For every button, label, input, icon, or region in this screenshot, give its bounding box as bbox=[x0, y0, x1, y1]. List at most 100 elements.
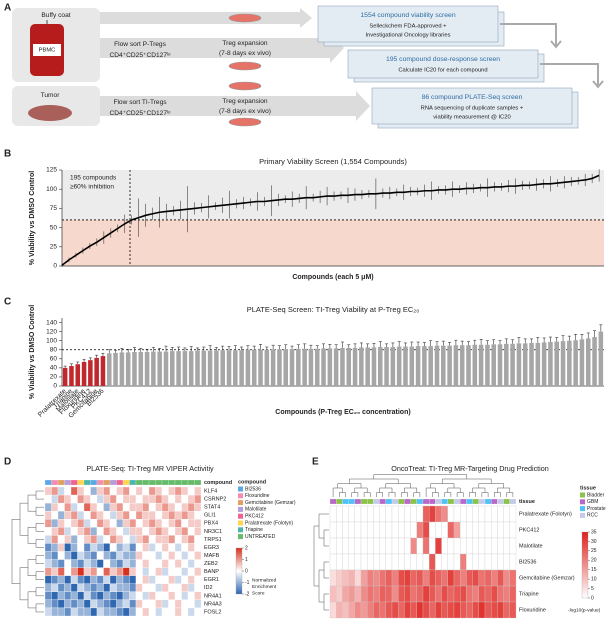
heatmap-cell bbox=[44, 583, 52, 592]
annotation-cell bbox=[416, 498, 424, 505]
heatmap-cell bbox=[181, 575, 189, 584]
bar bbox=[106, 353, 112, 386]
heatmap-cell bbox=[64, 543, 72, 552]
bar bbox=[277, 349, 282, 386]
row-label: EGR1 bbox=[204, 577, 219, 583]
heatmap-cell bbox=[391, 553, 399, 571]
heatmap-cell bbox=[96, 494, 104, 504]
heatmap-cell bbox=[466, 553, 473, 571]
heatmap-cell bbox=[64, 607, 72, 617]
heatmap-cell bbox=[77, 583, 85, 592]
heatmap-cell bbox=[129, 519, 137, 528]
heatmap-cell bbox=[503, 537, 510, 555]
step-text: CD4⁺CD25⁺CD127ˡᵒ bbox=[109, 52, 171, 59]
step-text: Treg expansion bbox=[222, 40, 268, 47]
dendrogram bbox=[35, 587, 44, 597]
heatmap-cell bbox=[447, 505, 455, 523]
plate bbox=[317, 5, 499, 43]
bar bbox=[157, 351, 162, 386]
dendrogram bbox=[27, 494, 36, 512]
legend-swatch bbox=[238, 513, 243, 519]
heatmap-cell bbox=[161, 559, 169, 568]
dendrogram bbox=[373, 474, 468, 479]
dendrogram bbox=[35, 603, 44, 613]
legend-swatch bbox=[238, 520, 243, 526]
annotation-cell bbox=[116, 479, 124, 486]
heatmap-cell bbox=[64, 575, 72, 584]
heatmap-cell bbox=[447, 601, 455, 619]
heatmap-cell bbox=[135, 567, 143, 576]
bar bbox=[516, 343, 522, 386]
annotation-cell bbox=[391, 498, 399, 505]
heatmap-cell bbox=[509, 553, 517, 571]
y-tick-label: 100 bbox=[46, 186, 57, 193]
heatmap-cell bbox=[478, 569, 486, 587]
bar bbox=[188, 351, 194, 386]
heatmap-cell bbox=[181, 519, 189, 528]
heatmap-cell bbox=[116, 535, 124, 544]
heatmap-cell bbox=[148, 583, 156, 592]
heatmap-cell bbox=[57, 551, 65, 560]
bar bbox=[327, 348, 333, 386]
heatmap-cell bbox=[379, 521, 386, 539]
heatmap-cell bbox=[181, 502, 189, 512]
heatmap-cell bbox=[174, 543, 182, 552]
heatmap-cell bbox=[441, 585, 448, 603]
dendrogram bbox=[456, 492, 464, 497]
heatmap-cell bbox=[342, 505, 349, 523]
heatmap-cell bbox=[373, 521, 380, 539]
chart-title: Primary Viability Screen (1,554 Compound… bbox=[259, 157, 407, 166]
heatmap-cell bbox=[187, 486, 195, 496]
heatmap-cell bbox=[398, 537, 405, 555]
heatmap-cell bbox=[51, 494, 59, 504]
legend-label: Gemcitabine (Gemzar) bbox=[245, 500, 296, 506]
bar bbox=[69, 366, 74, 386]
heatmap-cell bbox=[116, 519, 124, 528]
heatmap-cell bbox=[181, 567, 189, 576]
heatmap-cell bbox=[57, 511, 65, 520]
heatmap-cell bbox=[90, 575, 98, 584]
heatmap-cell bbox=[109, 511, 117, 520]
panel-a: A Buffy coat PBMC Tumor Flow sort P-Treg… bbox=[4, 3, 604, 129]
heatmap-cell bbox=[435, 521, 442, 539]
bar bbox=[88, 360, 93, 386]
annotation-cell bbox=[329, 498, 337, 505]
heatmap-cell bbox=[329, 553, 337, 571]
color-bar-label: Enrichment bbox=[252, 584, 277, 590]
heatmap-cell bbox=[64, 583, 72, 592]
dendrogram bbox=[35, 490, 44, 500]
heatmap-cell bbox=[174, 551, 182, 560]
heatmap-cell bbox=[416, 505, 424, 523]
heatmap-cell bbox=[64, 567, 72, 576]
heatmap-cell bbox=[142, 543, 150, 552]
heatmap-cell bbox=[336, 569, 343, 587]
bar bbox=[548, 342, 553, 386]
heatmap-cell bbox=[161, 494, 169, 504]
dendrogram bbox=[27, 559, 36, 576]
heatmap-cell bbox=[194, 567, 202, 576]
annotation-cell bbox=[348, 498, 355, 505]
annotation-cell bbox=[57, 479, 65, 486]
heatmap-cell bbox=[77, 567, 85, 576]
heatmap-cell bbox=[379, 553, 386, 571]
heatmap-cell bbox=[416, 537, 424, 555]
heatmap-cell bbox=[174, 567, 182, 576]
heatmap-cell bbox=[453, 537, 461, 555]
heatmap-cell bbox=[77, 519, 85, 528]
heatmap-cell bbox=[342, 521, 349, 539]
annotation-cell bbox=[478, 498, 486, 505]
y-tick-label: 20 bbox=[50, 374, 58, 381]
heatmap-cell bbox=[83, 583, 91, 592]
heatmap-cell bbox=[122, 599, 130, 609]
heatmap-cell bbox=[354, 585, 362, 603]
heatmap-cell bbox=[478, 537, 486, 555]
heatmap-cell bbox=[354, 521, 362, 539]
heatmap-cell bbox=[174, 535, 182, 544]
heatmap-cell bbox=[398, 521, 405, 539]
heatmap-cell bbox=[135, 551, 143, 560]
heatmap-cell bbox=[342, 537, 349, 555]
heatmap-cell bbox=[129, 591, 137, 601]
legend-label: Malotilate bbox=[245, 507, 267, 513]
bar bbox=[441, 345, 446, 386]
heatmap-cell bbox=[103, 502, 111, 512]
